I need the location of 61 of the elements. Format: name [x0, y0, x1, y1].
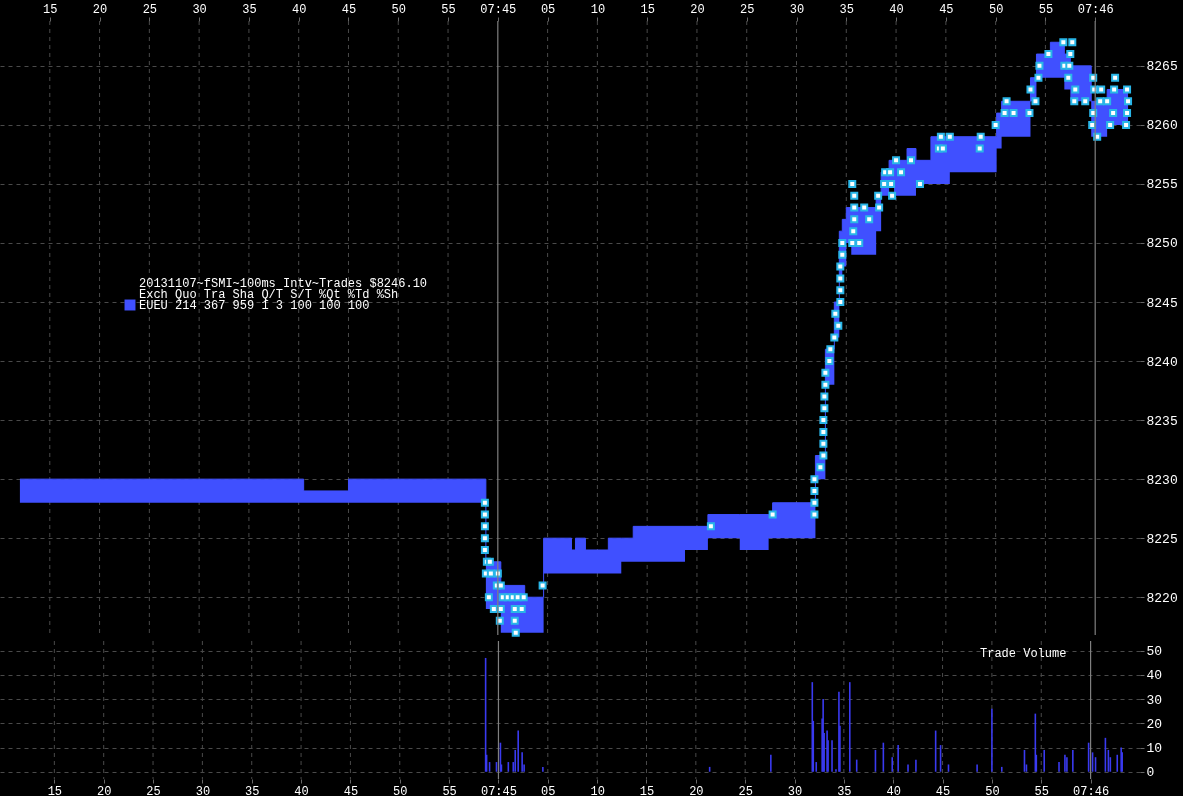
x-tick-label: 20: [92, 2, 108, 17]
x-tick-label: 20: [96, 784, 112, 799]
x-tick-label: 40: [291, 2, 307, 17]
y-tick-label: 8260: [1146, 118, 1178, 134]
x-tick-label: 40: [294, 784, 309, 799]
x-tick-label: 30: [787, 784, 803, 799]
x-tick-label: 15: [640, 2, 655, 17]
x-tick-label: 05: [541, 784, 556, 799]
x-tick-label: 55: [1034, 784, 1049, 799]
x-tick-label: 07:45: [480, 2, 517, 17]
x-tick-label: 15: [43, 2, 58, 17]
y-tick-label: 8265: [1146, 59, 1178, 75]
text: Trade Volume: [980, 647, 1067, 661]
y-tick-label: 8220: [1146, 590, 1178, 606]
y-tick-label: 20: [1146, 716, 1163, 732]
y-tick-label: 8255: [1146, 177, 1178, 193]
y-tick-label: 8235: [1146, 413, 1178, 429]
x-tick-label: 35: [245, 784, 260, 799]
x-tick-label: 55: [442, 784, 457, 799]
x-tick-label: 45: [935, 784, 951, 799]
x-tick-label: 50: [391, 2, 406, 17]
x-tick-label: 25: [740, 2, 755, 17]
x-tick-label: 07:46: [1073, 784, 1110, 799]
x-tick-label: 20: [690, 2, 705, 17]
x-tick-label: 30: [195, 784, 211, 799]
y-tick-label: 8225: [1146, 531, 1178, 547]
x-tick-label: 30: [192, 2, 207, 17]
x-tick-label: 30: [789, 2, 805, 17]
x-tick-label: 35: [839, 2, 854, 17]
x-tick-label: 40: [889, 2, 904, 17]
x-tick-label: 15: [639, 784, 655, 799]
x-tick-label: 10: [590, 2, 606, 17]
x-tick-label: 20: [689, 784, 704, 799]
x-tick-label: 45: [939, 2, 954, 17]
x-tick-label: 25: [738, 784, 753, 799]
y-tick-label: 50: [1146, 644, 1163, 660]
x-tick-label: 15: [47, 784, 63, 799]
x-tick-label: 50: [985, 784, 1000, 799]
x-tick-label: 35: [242, 2, 257, 17]
y-tick-label: 8230: [1146, 472, 1178, 488]
x-tick-label: 55: [1038, 2, 1054, 17]
x-tick-label: 07:45: [480, 784, 517, 799]
x-tick-label: 55: [441, 2, 456, 17]
x-tick-label: 10: [590, 784, 605, 799]
x-tick-label: 50: [393, 784, 408, 799]
x-tick-label: 40: [886, 784, 901, 799]
x-tick-label: 25: [146, 784, 161, 799]
y-tick-label: 8245: [1146, 295, 1178, 311]
y-tick-label: 8250: [1146, 236, 1178, 252]
x-tick-label: 25: [142, 2, 158, 17]
x-tick-label: 45: [341, 2, 357, 17]
y-tick-label: 8240: [1146, 354, 1178, 370]
x-tick-label: 50: [988, 2, 1004, 17]
y-tick-label: 30: [1146, 692, 1163, 708]
x-tick-label: 05: [540, 2, 556, 17]
x-tick-label: 45: [343, 784, 359, 799]
x-tick-label: 35: [837, 784, 852, 799]
y-tick-label: 0: [1146, 765, 1155, 781]
x-tick-label: 07:46: [1077, 2, 1114, 17]
y-tick-label: 10: [1146, 741, 1163, 757]
y-tick-label: 40: [1146, 668, 1163, 684]
